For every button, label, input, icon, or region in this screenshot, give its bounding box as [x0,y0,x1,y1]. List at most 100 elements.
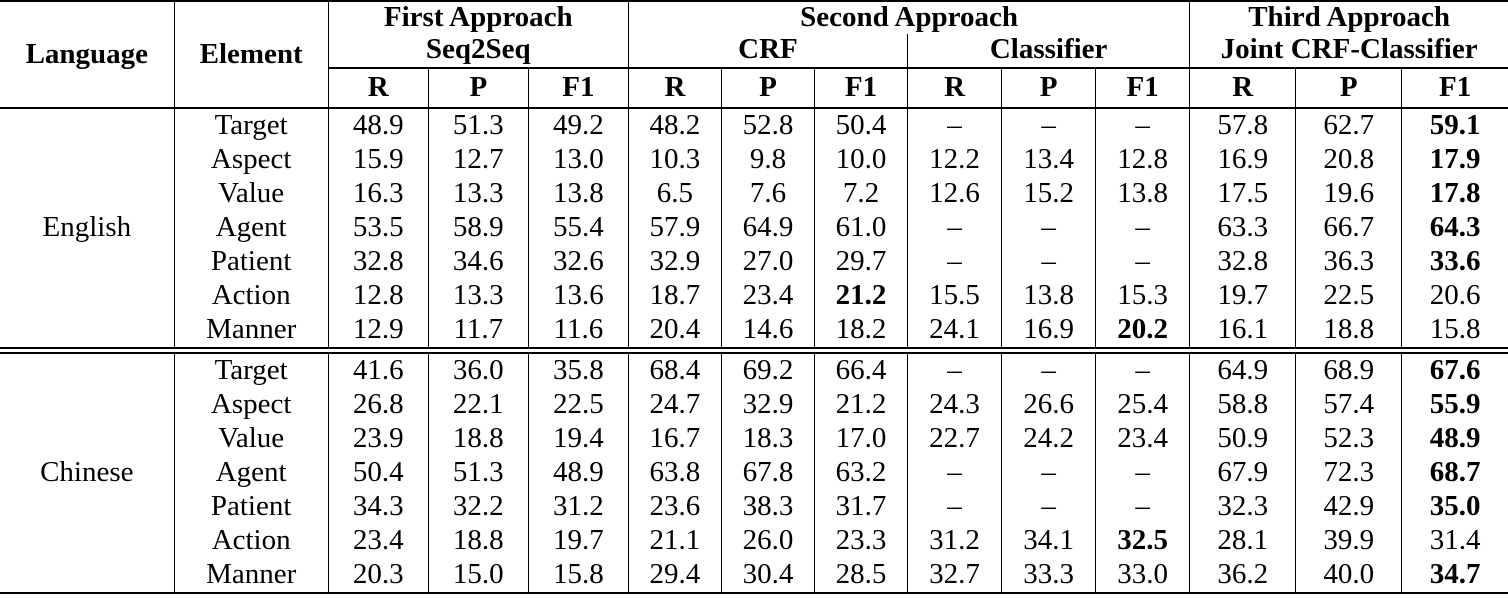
element-cell: Patient [174,244,329,279]
value-cell: 12.6 [907,176,1003,211]
value-cell: 32.2 [428,489,529,524]
table-row: Manner 20.3 15.0 15.8 29.4 30.4 28.5 32.7 33.3 33… [0,557,1508,593]
group-header-third-approach: Third Approach [1248,1,1450,33]
value-cell: – [1095,244,1191,279]
value-cell: 7.6 [721,176,815,211]
section-english: English Target 48.9 51.3 49.2 48.2 52.8 50.4– – –… [0,107,1508,351]
value-cell: 53.5 [328,210,429,245]
value-cell: 35.0 [1429,489,1481,522]
value-cell: 64.9 [721,210,815,245]
value-cell: 25.4 [1095,387,1191,422]
table-row: Action 12.8 13.3 13.6 18.7 23.4 21.2 15.5 13.8 15… [0,278,1508,313]
value-cell: 13.0 [528,142,629,177]
value-cell: – [907,455,1003,490]
value-cell: 27.0 [721,244,815,279]
metric-header-p-g2: P [721,67,815,109]
value-cell: 52.8 [721,107,815,143]
value-cell: 30.4 [721,557,815,593]
value-cell: 6.5 [628,176,722,211]
value-cell: 55.4 [528,210,629,245]
value-cell: 9.8 [721,142,815,177]
value-cell: 26.0 [721,523,815,558]
value-cell: 23.4 [328,523,429,558]
value-cell: 28.1 [1189,523,1297,558]
value-cell: 22.1 [428,387,529,422]
col-header-element: Element [174,1,329,109]
metric-header-f1-g3: F1 [1095,67,1191,109]
metric-header-f1-g1: F1 [528,67,629,109]
table-row: Aspect 15.9 12.7 13.0 10.3 9.8 10.0 12.2 13.4 12.… [0,142,1508,177]
value-cell: 39.9 [1295,523,1403,558]
group-header-second-approach: Second Approach [628,1,1191,34]
value-cell: 67.6 [1429,353,1481,386]
value-cell: 13.6 [528,278,629,313]
metric-header-p-g3: P [1001,67,1097,109]
value-cell: 32.7 [907,557,1003,593]
language-cell: English [0,107,175,351]
value-cell: 21.2 [814,387,909,422]
element-cell: Value [174,421,329,456]
value-cell: – [1001,489,1097,524]
value-cell: – [1095,489,1191,524]
value-cell: 17.8 [1429,176,1481,209]
value-cell: 12.2 [907,142,1003,177]
value-cell: 58.8 [1189,387,1297,422]
value-cell: 19.6 [1295,176,1403,211]
value-cell: 48.9 [328,107,429,143]
value-cell: 16.9 [1189,142,1297,177]
value-cell: 51.3 [428,455,529,490]
value-cell: 31.7 [814,489,909,524]
value-cell: 35.8 [528,350,629,388]
value-cell: 36.3 [1295,244,1403,279]
value-cell: 20.6 [1429,278,1481,311]
value-cell: 63.3 [1189,210,1297,245]
value-cell: 15.0 [428,557,529,593]
value-cell: 11.6 [528,312,629,351]
value-cell: 28.5 [814,557,909,593]
value-cell: – [1095,107,1191,143]
value-cell: 32.6 [528,244,629,279]
value-cell: 63.2 [814,455,909,490]
value-cell: – [1001,455,1097,490]
element-cell: Aspect [174,142,329,177]
value-cell: 57.8 [1189,107,1297,143]
value-cell: 66.7 [1295,210,1403,245]
value-cell: 50.4 [814,107,909,143]
value-cell: 12.7 [428,142,529,177]
value-cell: 18.3 [721,421,815,456]
value-cell: 20.8 [1295,142,1403,177]
value-cell: 31.2 [528,489,629,524]
value-cell: 34.3 [328,489,429,524]
value-cell: 19.7 [528,523,629,558]
value-cell: 38.3 [721,489,815,524]
value-cell: 26.6 [1001,387,1097,422]
value-cell: 20.3 [328,557,429,593]
value-cell: 13.8 [1095,176,1191,211]
value-cell: 32.3 [1189,489,1297,524]
value-cell: 14.6 [721,312,815,351]
value-cell: 49.2 [528,107,629,143]
value-cell: 13.3 [428,176,529,211]
value-cell: 12.9 [328,312,429,351]
value-cell: – [907,210,1003,245]
value-cell: 36.2 [1189,557,1297,593]
value-cell: 16.3 [328,176,429,211]
value-cell: 13.8 [528,176,629,211]
value-cell: 10.0 [814,142,909,177]
value-cell: 29.7 [814,244,909,279]
value-cell: 24.7 [628,387,722,422]
table-row: Agent 53.5 58.9 55.4 57.9 64.9 61.0– – –63.3 66.7… [0,210,1508,245]
group-header-first-approach: First Approach [328,1,629,34]
element-cell: Manner [174,312,329,351]
value-cell: 33.6 [1429,244,1481,277]
element-cell: Action [174,278,329,313]
value-cell: 23.6 [628,489,722,524]
value-cell: 17.5 [1189,176,1297,211]
value-cell: – [907,107,1003,143]
element-cell: Target [174,107,329,143]
value-cell: 21.1 [628,523,722,558]
value-cell: 15.9 [328,142,429,177]
value-cell: 68.9 [1295,350,1403,388]
value-cell: 32.5 [1095,523,1191,558]
element-cell: Aspect [174,387,329,422]
